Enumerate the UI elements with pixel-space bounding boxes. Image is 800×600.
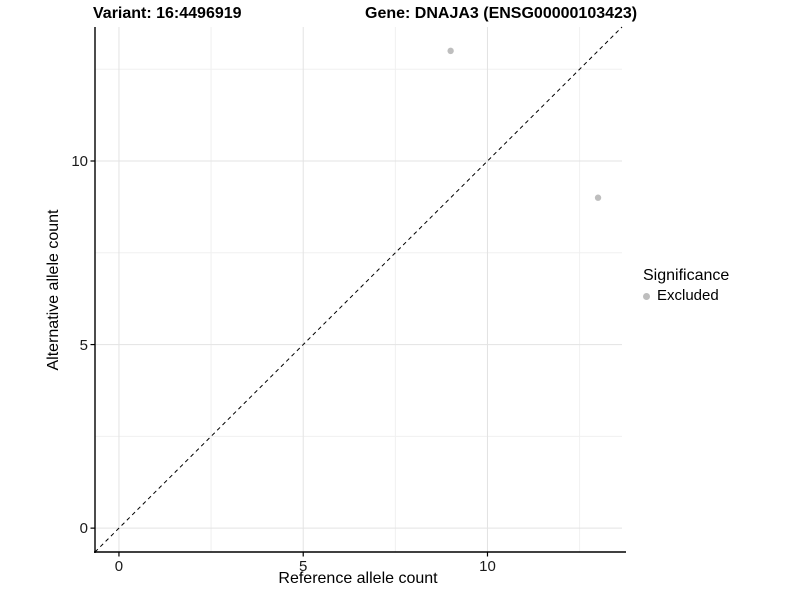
x-tick-label: 10 [479, 558, 496, 575]
y-tick-label: 10 [71, 153, 88, 170]
excluded-point-icon [643, 292, 650, 300]
y-tick-label: 5 [79, 336, 88, 354]
legend-item-label: Excluded [657, 287, 719, 304]
data-point [594, 194, 602, 201]
x-axis-title: Reference allele count [278, 570, 438, 587]
x-tick-label: 5 [299, 558, 308, 575]
legend: Significance Excluded [638, 266, 729, 305]
plot-title-variant: Variant: 16:4496919 [93, 5, 242, 22]
data-point [447, 47, 454, 55]
legend-title: Significance [643, 267, 730, 284]
x-tick-label: 0 [114, 558, 124, 575]
legend-item-excluded: Excluded [638, 287, 729, 305]
y-tick-label: 0 [79, 520, 88, 538]
identity-line [94, 26, 623, 553]
plot-title-gene: Gene: DNAJA3 (ENSG00000103423) [365, 5, 638, 22]
